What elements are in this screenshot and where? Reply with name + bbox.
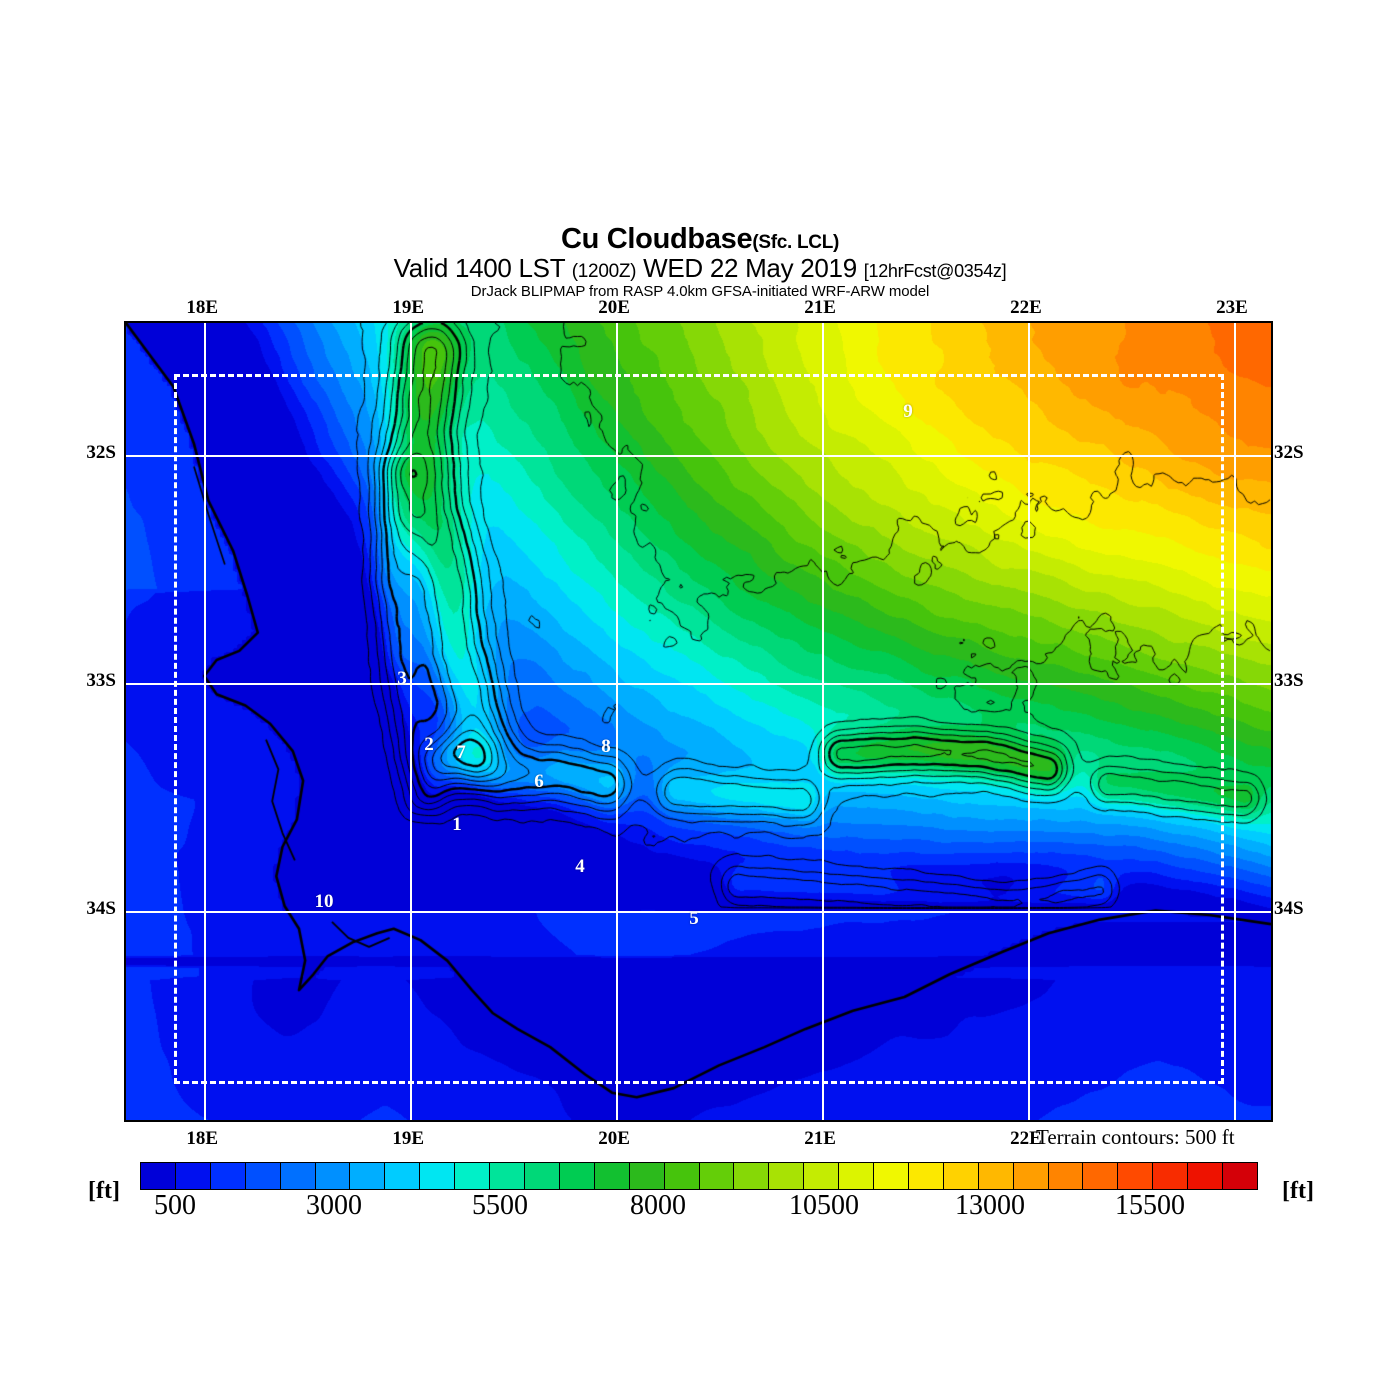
map-frame[interactable]: 1 2 3 4 5 6 7 8 9 10 bbox=[124, 321, 1273, 1122]
colorbar-swatch-16 bbox=[699, 1163, 735, 1189]
colorbar-swatch-21 bbox=[874, 1163, 909, 1189]
colorbar[interactable] bbox=[140, 1162, 1258, 1190]
colorbar-swatch-5 bbox=[315, 1163, 351, 1189]
colorbar-swatch-4 bbox=[280, 1163, 316, 1189]
colorbar-swatch-23 bbox=[943, 1163, 979, 1189]
graticule-meridian-23E bbox=[1233, 323, 1236, 1120]
title-sub-text: (Sfc. LCL) bbox=[752, 232, 840, 253]
colorbar-swatch-12 bbox=[559, 1163, 595, 1189]
colorbar-swatch-18 bbox=[769, 1163, 805, 1189]
lon-label-bottom-18E: 18E bbox=[186, 1128, 219, 1149]
colorbar-swatch-6 bbox=[350, 1163, 386, 1189]
colorbar-tick-5500: 5500 bbox=[472, 1190, 528, 1221]
lon-label-top-20E: 20E bbox=[598, 297, 630, 318]
colorbar-tick-10500: 10500 bbox=[789, 1190, 859, 1221]
colorbar-swatch-31 bbox=[1223, 1163, 1257, 1189]
waypoint-marker-1[interactable]: 1 bbox=[452, 814, 462, 835]
lon-label-bottom-21E: 21E bbox=[804, 1128, 836, 1149]
colorbar-swatch-15 bbox=[664, 1163, 700, 1189]
waypoint-marker-7[interactable]: 7 bbox=[456, 742, 466, 763]
colorbar-swatch-2 bbox=[210, 1163, 246, 1189]
colorbar-swatch-10 bbox=[490, 1163, 525, 1189]
graticule-parallel-32S bbox=[126, 455, 1271, 458]
lon-label-top-21E: 21E bbox=[804, 297, 836, 318]
lon-label-top-18E: 18E bbox=[186, 297, 219, 318]
colorbar-tick-8000: 8000 bbox=[630, 1190, 686, 1221]
colorbar-tick-15500: 15500 bbox=[1115, 1190, 1185, 1221]
lon-label-top-23E: 23E bbox=[1216, 297, 1248, 318]
lat-label-right-32S: 32S bbox=[1274, 442, 1304, 464]
valid-prefix: Valid 1400 LST bbox=[393, 253, 565, 283]
title-main-text: Cu Cloudbase bbox=[560, 223, 753, 255]
lat-label-right-33S: 33S bbox=[1274, 669, 1304, 691]
terrain-contour-note: Terrain contours: 500 ft bbox=[1036, 1125, 1235, 1149]
graticule-parallel-34S bbox=[126, 910, 1271, 913]
colorbar-swatch-17 bbox=[734, 1163, 770, 1189]
colorbar-swatch-3 bbox=[245, 1163, 281, 1189]
lon-label-top-22E: 22E bbox=[1010, 297, 1042, 318]
lat-label-left-34S: 34S bbox=[86, 897, 116, 919]
colorbar-swatch-13 bbox=[594, 1163, 630, 1189]
graticule-meridian-19E bbox=[410, 323, 413, 1120]
lon-label-bottom-20E: 20E bbox=[598, 1128, 630, 1149]
colorbar-swatch-27 bbox=[1083, 1163, 1119, 1189]
colorbar-swatch-14 bbox=[629, 1163, 665, 1189]
lat-label-left-32S: 32S bbox=[86, 442, 116, 464]
graticule-meridian-22E bbox=[1027, 323, 1030, 1120]
colorbar-swatch-24 bbox=[978, 1163, 1014, 1189]
valid-date: WED 22 May 2019 bbox=[643, 253, 857, 283]
colorbar-swatch-29 bbox=[1153, 1163, 1189, 1189]
valid-time-line: Valid 1400 LST (1200Z) WED 22 May 2019 [… bbox=[0, 253, 1400, 283]
colorbar-swatch-30 bbox=[1188, 1163, 1224, 1189]
colorbar-tick-3000: 3000 bbox=[306, 1190, 362, 1221]
waypoint-marker-6[interactable]: 6 bbox=[534, 771, 544, 792]
waypoint-marker-2[interactable]: 2 bbox=[424, 734, 434, 755]
colorbar-swatch-19 bbox=[804, 1163, 840, 1189]
waypoint-marker-8[interactable]: 8 bbox=[601, 736, 611, 757]
colorbar-swatch-26 bbox=[1048, 1163, 1084, 1189]
colorbar-swatch-22 bbox=[908, 1163, 944, 1189]
lat-label-left-33S: 33S bbox=[86, 669, 116, 691]
waypoint-marker-4[interactable]: 4 bbox=[575, 856, 585, 877]
colorbar-swatch-28 bbox=[1118, 1163, 1154, 1189]
graticule-meridian-21E bbox=[822, 323, 825, 1120]
colorbar-swatch-8 bbox=[420, 1163, 456, 1189]
colorbar-swatch-25 bbox=[1013, 1163, 1049, 1189]
waypoint-marker-3[interactable]: 3 bbox=[397, 668, 407, 689]
colorbar-swatch-9 bbox=[455, 1163, 491, 1189]
colorbar-swatch-20 bbox=[839, 1163, 875, 1189]
colorbar-swatch-7 bbox=[385, 1163, 421, 1189]
colorbar-swatch-0 bbox=[141, 1163, 176, 1189]
waypoint-marker-9[interactable]: 9 bbox=[903, 401, 913, 422]
colorbar-unit-left: [ft] bbox=[88, 1178, 120, 1204]
page-title: Cu Cloudbase(Sfc. LCL) bbox=[0, 225, 1400, 254]
lon-label-bottom-19E: 19E bbox=[392, 1128, 425, 1149]
lon-label-top-19E: 19E bbox=[392, 297, 425, 318]
model-source-line: DrJack BLIPMAP from RASP 4.0km GFSA-init… bbox=[470, 283, 930, 301]
forecast-tag: [12hrFcst@0354z] bbox=[863, 261, 1007, 281]
waypoint-marker-10[interactable]: 10 bbox=[314, 891, 334, 912]
valid-z: (1200Z) bbox=[571, 261, 637, 282]
graticule-meridian-20E bbox=[616, 323, 619, 1120]
colorbar-unit-right: [ft] bbox=[1282, 1178, 1314, 1204]
colorbar-swatch-1 bbox=[175, 1163, 211, 1189]
lat-label-right-34S: 34S bbox=[1274, 897, 1304, 919]
waypoint-marker-5[interactable]: 5 bbox=[689, 908, 699, 929]
graticule-parallel-33S bbox=[126, 682, 1271, 685]
lon-label-bottom-22E: 22E bbox=[1010, 1128, 1042, 1149]
model-domain-rect bbox=[174, 374, 1224, 1084]
colorbar-tick-500: 500 bbox=[154, 1190, 196, 1221]
graticule-meridian-18E bbox=[204, 323, 207, 1120]
title-block: Cu Cloudbase(Sfc. LCL) Valid 1400 LST (1… bbox=[0, 225, 1400, 301]
colorbar-swatch-11 bbox=[524, 1163, 560, 1189]
colorbar-tick-13000: 13000 bbox=[955, 1190, 1025, 1221]
